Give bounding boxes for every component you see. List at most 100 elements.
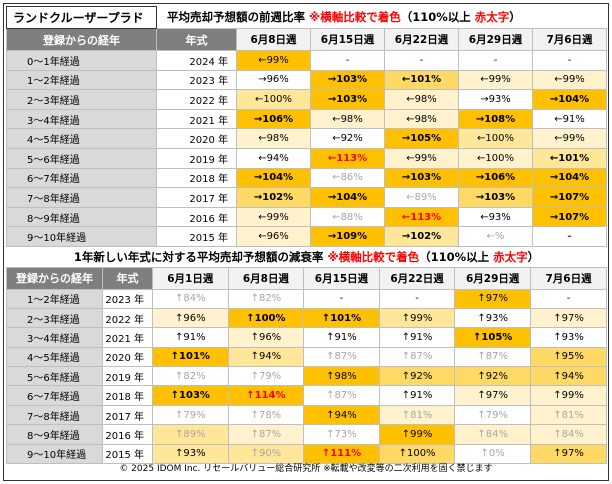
ratio-cell: ←98%: [236, 128, 311, 149]
year-cell: 2015 年: [156, 226, 237, 247]
ratio-cell: ↑96%: [152, 307, 229, 329]
age-cell: 3～4年経過: [6, 108, 157, 130]
ratio-cell: ←%: [458, 226, 533, 247]
age-cell: 6～7年経過: [6, 167, 157, 189]
header-year: 年式: [102, 266, 153, 290]
ratio-cell: -: [310, 50, 385, 71]
decay-ratio-table: 1年新しい年式に対する平均売却予想額の減衰率 ※横軸比較で着色（110%以上 赤…: [6, 247, 608, 465]
ratio-cell: ←98%: [310, 108, 385, 130]
ratio-cell: →108%: [458, 108, 533, 130]
header-age: 登録からの経年: [6, 266, 103, 290]
table-row: 1～2年経過 2023 年 ↑84% ↑82% - - ↑97% -: [6, 288, 608, 309]
ratio-cell: ↑91%: [378, 327, 456, 348]
year-cell: 2017 年: [156, 187, 237, 208]
ratio-cell: →103%: [310, 69, 385, 91]
table-row: 7～8年経過 2017 年 →102% →104% ←89% →103% →107%: [6, 187, 608, 208]
week-header: 6月29日週: [458, 28, 533, 51]
year-cell: 2016 年: [156, 206, 237, 228]
year-cell: 2016 年: [102, 424, 153, 445]
ratio-cell: ←101%: [384, 69, 459, 91]
ratio-cell: ↑114%: [227, 385, 305, 406]
table-row: 6～7年経過 2018 年 →104% ←86% →103% →106% →104%: [6, 167, 608, 189]
ratio-cell: -: [303, 288, 380, 309]
week-header: 7月6日週: [531, 28, 608, 51]
ratio-cell: ←99%: [458, 69, 533, 91]
ratio-cell: ↑87%: [227, 424, 305, 445]
ratio-cell: -: [531, 226, 608, 247]
ratio-cell: ↑97%: [529, 443, 608, 465]
week-header: 6月15日週: [303, 266, 380, 290]
ratio-cell: ↑92%: [378, 366, 456, 387]
ratio-cell: -: [384, 50, 459, 71]
table-row: 9～10年経過 2015 年 ←96% →109% →102% ←% -: [6, 226, 608, 247]
table1-title-paren-close: ）: [509, 10, 521, 25]
ratio-cell: ←99%: [531, 128, 608, 149]
table-row: 1～2年経過 2023 年 →96% →103% ←101% ←99% ←99%: [6, 69, 608, 91]
ratio-cell: ↑82%: [152, 366, 229, 387]
weekly-ratio-table: ランドクルーザープラド 平均売却予想額の前週比率 ※横軸比較で着色（110%以上…: [6, 6, 608, 247]
age-cell: 4～5年経過: [6, 128, 157, 149]
age-cell: 7～8年経過: [6, 187, 157, 208]
ratio-cell: →93%: [458, 89, 533, 110]
table2-title: 1年新しい年式に対する平均売却予想額の減衰率 ※横軸比較で着色（110%以上 赤…: [7, 247, 607, 267]
ratio-cell: ↑90%: [227, 443, 305, 465]
age-cell: 4～5年経過: [6, 346, 103, 368]
age-cell: 2～3年経過: [6, 89, 157, 110]
table-row: 8～9年経過 2016 年 ↑89% ↑87% ↑73% ↑99% ↑84% ↑84%: [6, 424, 608, 445]
table-row: 6～7年経過 2018 年 ↑103% ↑114% ↑87% ↑91% ↑97% ↑99%: [6, 385, 608, 406]
ratio-cell: →102%: [384, 226, 459, 247]
age-cell: 8～9年経過: [6, 206, 157, 228]
week-header: 6月8日週: [236, 28, 311, 51]
week-header: 6月8日週: [227, 266, 305, 290]
ratio-cell: ↑98%: [303, 366, 380, 387]
ratio-cell: ←99%: [531, 69, 608, 91]
year-cell: 2021 年: [102, 327, 153, 348]
age-cell: 1～2年経過: [6, 69, 157, 91]
ratio-cell: ←96%: [236, 226, 311, 247]
year-cell: 2020 年: [102, 346, 153, 368]
ratio-cell: ↑82%: [227, 288, 305, 309]
ratio-cell: ↑105%: [454, 327, 531, 348]
ratio-cell: ↑84%: [454, 424, 531, 445]
ratio-cell: →105%: [384, 128, 459, 149]
ratio-cell: →106%: [236, 108, 311, 130]
ratio-cell: ↑78%: [227, 404, 305, 426]
ratio-cell: ←86%: [310, 167, 385, 189]
age-cell: 7～8年経過: [6, 404, 103, 426]
ratio-cell: ←99%: [236, 206, 311, 228]
age-cell: 0～1年経過: [6, 50, 157, 71]
year-cell: 2020 年: [156, 128, 237, 149]
ratio-cell: ↑91%: [152, 327, 229, 348]
table2-title-paren-open: （110%以上: [419, 249, 494, 264]
ratio-cell: ←89%: [384, 187, 459, 208]
age-cell: 3～4年経過: [6, 327, 103, 348]
ratio-cell: ←98%: [384, 108, 459, 130]
header-year: 年式: [156, 28, 237, 51]
ratio-cell: ←93%: [458, 206, 533, 228]
ratio-cell: -: [529, 288, 608, 309]
table1-title-main: 平均売却予想額の前週比率: [167, 10, 310, 25]
ratio-cell: -: [531, 50, 608, 71]
ratio-cell: ←91%: [531, 108, 608, 130]
ratio-cell: ←113%: [310, 147, 385, 169]
ratio-cell: →104%: [531, 89, 608, 110]
table-row: 9～10年経過 2015 年 ↑93% ↑90% ↑111% ↑100% ↑0% ↑97%: [6, 443, 608, 465]
year-cell: 2021 年: [156, 108, 237, 130]
table-row: 0～1年経過 2024 年 ←99% - - - -: [6, 50, 608, 71]
ratio-cell: ←99%: [236, 50, 311, 71]
table-row: 5～6年経過 2019 年 ↑82% ↑79% ↑98% ↑92% ↑92% ↑94%: [6, 366, 608, 387]
ratio-cell: ↑94%: [227, 346, 305, 368]
table-row: 8～9年経過 2016 年 ←99% ←88% ←113% ←93% →107%: [6, 206, 608, 228]
week-header: 6月1日週: [152, 266, 229, 290]
ratio-cell: →107%: [531, 187, 608, 208]
brand-label: ランドクルーザープラド: [6, 6, 157, 29]
ratio-cell: →104%: [310, 187, 385, 208]
year-cell: 2023 年: [102, 288, 153, 309]
ratio-cell: →104%: [236, 167, 311, 189]
ratio-cell: ↑101%: [303, 307, 380, 329]
ratio-cell: ↑87%: [303, 385, 380, 406]
week-header: 6月22日週: [384, 28, 459, 51]
age-cell: 2～3年経過: [6, 307, 103, 329]
table2-title-note: ※横軸比較で着色: [327, 249, 420, 264]
table-row: 4～5年経過 2020 年 ←98% ←92% →105% ←100% ←99%: [6, 128, 608, 149]
